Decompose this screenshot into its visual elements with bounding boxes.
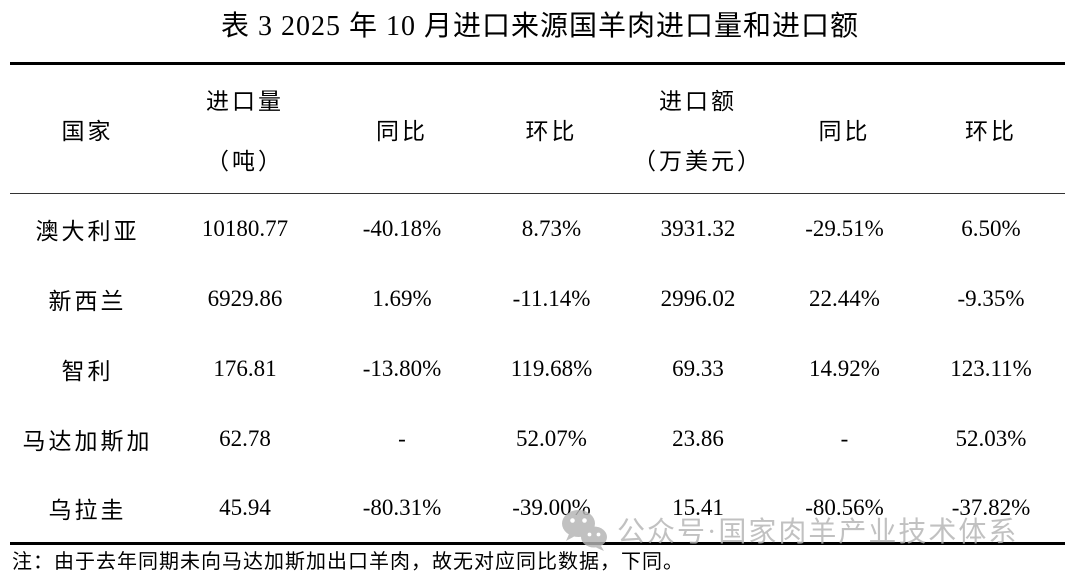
column-header-label: 同比	[376, 119, 428, 144]
value-cell: -11.14%	[512, 285, 591, 311]
value-cell: -9.35%	[957, 285, 1025, 311]
table-row-chile: 智利 176.81 -13.80% 119.68% 69.33 14.92% 1…	[10, 334, 1065, 404]
column-header-import-volume: 进口量 （吨）	[165, 64, 325, 194]
value-cell: -80.31%	[362, 494, 442, 520]
table-row-new-zealand: 新西兰 6929.86 1.69% -11.14% 2996.02 22.44%…	[10, 264, 1065, 334]
value-cell: -	[398, 425, 406, 451]
value-cell: 69.33	[672, 355, 724, 381]
value-cell: 22.44%	[809, 285, 880, 311]
value-cell: 6.50%	[961, 215, 1021, 241]
value-cell: 2996.02	[660, 285, 736, 311]
column-header-mom-value: 环比	[917, 64, 1065, 194]
country-cell: 智利	[61, 358, 114, 384]
import-data-table: 国家 进口量 （吨） 同比 环比 进口额 （万美元） 同比 环比 澳大利亚 1018…	[10, 62, 1065, 545]
value-cell: 45.94	[219, 494, 271, 520]
value-cell: 6929.86	[207, 285, 283, 311]
value-cell: 52.03%	[955, 425, 1027, 451]
value-cell: -37.82%	[951, 494, 1031, 520]
value-cell: 10180.77	[201, 215, 289, 241]
value-cell: 123.11%	[950, 355, 1032, 381]
column-header-label: 环比	[965, 119, 1017, 144]
column-header-unit: （吨）	[206, 149, 284, 174]
column-header-country: 国家	[10, 64, 165, 194]
value-cell: -80.56%	[805, 494, 884, 520]
table-row-uruguay: 乌拉圭 45.94 -80.31% -39.00% 15.41 -80.56% …	[10, 474, 1065, 544]
value-cell: 8.73%	[521, 215, 582, 241]
table-row-madagascar: 马达加斯加 62.78 - 52.07% 23.86 - 52.03%	[10, 404, 1065, 474]
column-header-mom-volume: 环比	[479, 64, 624, 194]
column-header-import-value: 进口额 （万美元）	[624, 64, 772, 194]
country-cell: 乌拉圭	[48, 497, 127, 523]
column-header-unit: （万美元）	[633, 149, 763, 174]
value-cell: 15.41	[672, 494, 724, 520]
country-cell: 新西兰	[48, 288, 127, 314]
header-row: 国家 进口量 （吨） 同比 环比 进口额 （万美元） 同比 环比	[10, 64, 1065, 194]
column-header-label: 环比	[525, 119, 578, 144]
column-header-label: 同比	[818, 119, 871, 144]
value-cell: 23.86	[672, 425, 724, 451]
country-cell: 马达加斯加	[22, 428, 153, 454]
column-header-yoy-value: 同比	[772, 64, 917, 194]
footnote: 注：由于去年同期未向马达加斯加出口羊肉，故无对应同比数据，下同。	[12, 551, 684, 573]
value-cell: 1.69%	[372, 285, 432, 311]
value-cell: 3931.32	[660, 215, 736, 241]
value-cell: 176.81	[213, 355, 277, 381]
column-header-label: 国家	[61, 119, 114, 144]
value-cell: -39.00%	[512, 494, 591, 520]
column-header-label: 进口量	[206, 89, 284, 114]
value-cell: 119.68%	[510, 355, 593, 381]
value-cell: -	[840, 425, 849, 451]
country-cell: 澳大利亚	[35, 218, 140, 244]
column-header-label: 进口额	[659, 89, 737, 114]
value-cell: 14.92%	[809, 355, 880, 381]
value-cell: -29.51%	[805, 215, 884, 241]
value-cell: 52.07%	[516, 425, 587, 451]
table-row-australia: 澳大利亚 10180.77 -40.18% 8.73% 3931.32 -29.…	[10, 194, 1065, 264]
table-title: 表 3 2025 年 10 月进口来源国羊肉进口量和进口额	[220, 11, 859, 42]
value-cell: -40.18%	[362, 215, 442, 241]
column-header-yoy-volume: 同比	[325, 64, 479, 194]
value-cell: 62.78	[219, 425, 271, 451]
value-cell: -13.80%	[362, 355, 442, 381]
